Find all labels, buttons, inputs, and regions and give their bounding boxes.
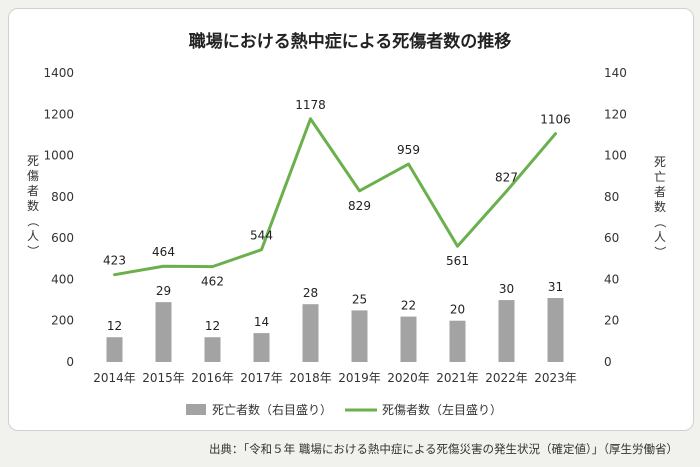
line-value-label: 1106: [540, 113, 571, 127]
x-tick-label: 2016年: [191, 371, 234, 385]
right-axis-label-char: 者: [654, 185, 666, 199]
right-axis-label: 死亡者数 （ 人 ）: [653, 155, 667, 258]
x-tick-label: 2018年: [289, 371, 332, 385]
source-note: 出典：「令和５年 職場における熱中症による死傷災害の発生状況（確定値）」（厚生労…: [208, 442, 678, 456]
bar-value-label: 12: [107, 319, 122, 333]
bar: [253, 333, 270, 362]
left-tick-label: 0: [66, 355, 74, 369]
left-axis-label-char: （: [26, 215, 40, 227]
bar: [106, 337, 123, 362]
line-value-label: 423: [103, 254, 126, 268]
right-tick-label: 0: [604, 355, 612, 369]
line-value-label: 462: [201, 275, 224, 289]
bar: [351, 310, 368, 362]
x-tick-label: 2023年: [534, 371, 577, 385]
x-tick-label: 2015年: [142, 371, 185, 385]
bar-value-label: 25: [352, 292, 367, 306]
x-tick-label: 2019年: [338, 371, 381, 385]
line-value-label: 464: [152, 245, 175, 259]
line-value-label: 544: [250, 229, 273, 243]
x-tick-label: 2021年: [436, 371, 479, 385]
line-series: 423 464 462 544 1178 829 959 561 827 1106: [103, 98, 571, 289]
left-axis-label-char: 数: [27, 198, 39, 213]
right-axis-label-char: ）: [653, 246, 667, 258]
left-axis-ticks: 0 200 400 600 800 1000 1200 1400: [43, 66, 74, 369]
x-tick-label: 2014年: [93, 371, 136, 385]
bar-value-label: 12: [205, 319, 220, 333]
line-path: [113, 117, 557, 277]
bar: [498, 300, 515, 362]
right-axis-ticks: 0 20 40 60 80 100 120 140: [604, 66, 627, 369]
bar-value-label: 20: [450, 303, 465, 317]
legend-line-label: 死傷者数（左目盛り）: [382, 402, 502, 417]
x-tick-label: 2017年: [240, 371, 283, 385]
legend: 死亡者数（右目盛り） 死傷者数（左目盛り）: [186, 402, 502, 417]
left-axis-label-char: 傷: [27, 168, 39, 183]
right-tick-label: 40: [604, 272, 619, 286]
x-tick-label: 2020年: [387, 371, 430, 385]
bar: [302, 304, 319, 362]
right-axis-label-char: 死: [654, 155, 666, 169]
bar-value-label: 31: [548, 280, 563, 294]
right-axis-label-char: 数: [654, 199, 666, 214]
left-axis-label-char: 者: [27, 184, 39, 198]
left-axis-label-char: ）: [26, 245, 40, 257]
right-tick-label: 100: [604, 149, 627, 163]
line-value-label: 827: [495, 170, 518, 184]
bar-value-label: 30: [499, 282, 514, 296]
chart-title: 職場における熱中症による死傷者数の推移: [189, 31, 512, 52]
right-axis-label-char: 亡: [654, 170, 666, 184]
bar-value-label: 28: [303, 286, 318, 300]
legend-bar-label: 死亡者数（右目盛り）: [212, 402, 332, 417]
line-value-label: 959: [397, 143, 420, 157]
left-tick-label: 600: [51, 231, 74, 245]
left-tick-label: 1200: [43, 107, 74, 121]
left-tick-label: 800: [51, 190, 74, 204]
bar-value-label: 29: [156, 284, 171, 298]
x-tick-label: 2022年: [485, 371, 528, 385]
right-tick-label: 60: [604, 231, 619, 245]
bar-series: 12 29 12 14 28 25 22 20 30 31: [106, 280, 564, 362]
x-axis-ticks: 2014年 2015年 2016年 2017年 2018年 2019年 2020年 2021年…: [93, 371, 577, 385]
bar: [400, 316, 417, 362]
right-axis-label-char: （: [653, 216, 667, 228]
bar: [155, 302, 172, 362]
bar: [547, 298, 564, 362]
left-axis-label-char: 人: [27, 229, 39, 243]
right-tick-label: 80: [604, 190, 619, 204]
bar-value-label: 14: [254, 315, 269, 329]
legend-bar-swatch: [186, 404, 206, 415]
right-tick-label: 20: [604, 314, 619, 328]
bar: [204, 337, 221, 362]
left-tick-label: 400: [51, 272, 74, 286]
left-tick-label: 200: [51, 314, 74, 328]
right-axis-label-char: 人: [654, 230, 666, 244]
bar-value-label: 22: [401, 299, 416, 313]
line-value-label: 1178: [295, 98, 326, 112]
line-value-label: 829: [348, 199, 371, 213]
left-tick-label: 1400: [43, 66, 74, 80]
bar: [449, 320, 466, 362]
line-value-label: 561: [446, 254, 469, 268]
right-tick-label: 120: [604, 107, 627, 121]
left-axis-label-char: 死: [27, 154, 39, 168]
left-axis-label: 死傷者数 （ 人 ）: [26, 154, 40, 257]
right-tick-label: 140: [604, 66, 627, 80]
left-tick-label: 1000: [43, 149, 74, 163]
